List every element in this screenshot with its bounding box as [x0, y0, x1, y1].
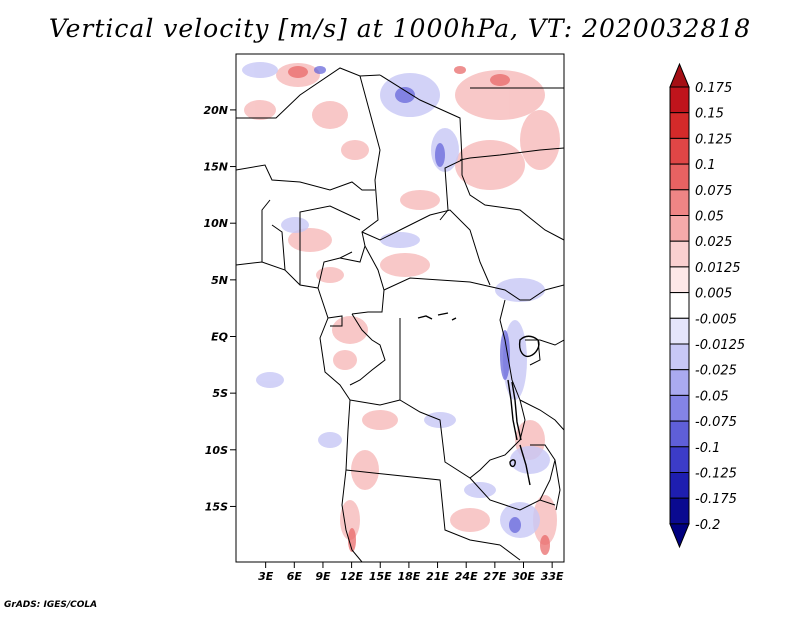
colorbar-swatch [669, 317, 690, 345]
colorbar-label: 0.075 [695, 184, 732, 199]
lon-label: 6E [287, 570, 303, 583]
map-title: Vertical velocity [m/s] at 1000hPa, VT: … [48, 14, 752, 43]
colorbar-label: 0.1 [695, 158, 716, 173]
lon-label: 3E [258, 570, 274, 583]
colorbar-label: -0.025 [695, 364, 737, 379]
plot-frame [235, 53, 565, 563]
velocity-field [236, 54, 564, 562]
colorbar-label: 0.125 [695, 132, 732, 147]
lat-label: 15S [205, 500, 228, 513]
colorbar-label: 0.005 [695, 287, 732, 302]
colorbar: 0.175 0.15 0.125 0.1 0.075 0.05 0.025 0.0125 0.0… [669, 62, 745, 549]
colorbar-swatch [669, 497, 690, 525]
colorbar-swatch [669, 420, 690, 448]
colorbar-label: -0.125 [695, 467, 737, 482]
colorbar-swatch [669, 266, 690, 294]
lat-label: 10S [205, 444, 228, 457]
country-borders [236, 67, 564, 562]
colorbar-swatch [669, 394, 690, 422]
colorbar-swatch [669, 292, 690, 319]
colorbar-swatch [669, 369, 690, 396]
lon-label: 9E [315, 570, 331, 583]
colorbar-swatch [669, 112, 690, 139]
colorbar-label: 0.0125 [695, 261, 741, 276]
colorbar-label: 0.175 [695, 81, 732, 96]
colorbar-label: -0.2 [695, 518, 720, 533]
colorbar-min-arrow [669, 523, 690, 549]
colorbar-label: 0.025 [695, 235, 732, 250]
colorbar-label: -0.05 [695, 389, 729, 404]
colorbar-swatch [669, 189, 690, 217]
lon-label: 15E [369, 570, 392, 583]
lat-label: 10N [203, 217, 228, 230]
colorbar-swatch [669, 240, 690, 268]
colorbar-swatch [669, 343, 690, 371]
colorbar-label: -0.1 [695, 441, 720, 456]
lon-label: 33E [541, 570, 564, 583]
colorbar-swatch [669, 472, 690, 499]
lon-label: 12E [340, 570, 363, 583]
colorbar-label: 0.15 [695, 107, 724, 122]
colorbar-swatch [669, 86, 690, 114]
colorbar-label: -0.075 [695, 415, 737, 430]
colorbar-swatch [669, 163, 690, 191]
lon-label: 30E [512, 570, 535, 583]
colorbar-swatch [669, 137, 690, 165]
colorbar-swatch [669, 446, 690, 473]
lat-label: 5S [212, 387, 228, 400]
lat-label: EQ [211, 331, 228, 344]
longitude-axis: 3E 6E 9E 12E 15E 18E 21E 24E 27E 30E 33E [258, 562, 564, 583]
lat-label: 20N [203, 104, 228, 117]
lon-label: 24E [455, 570, 478, 583]
lon-label: 27E [483, 570, 506, 583]
colorbar-label: 0.05 [695, 210, 724, 225]
latitude-axis: 20N 15N 10N 5N EQ 5S 10S 15S [203, 104, 236, 513]
grads-credit: GrADS: IGES/COLA [4, 600, 98, 610]
colorbar-label: -0.175 [695, 492, 737, 507]
colorbar-swatch [669, 215, 690, 242]
lon-label: 18E [397, 570, 420, 583]
lon-label: 21E [426, 570, 449, 583]
colorbar-label: -0.005 [695, 312, 737, 327]
lat-label: 5N [211, 274, 228, 287]
lat-label: 15N [203, 161, 228, 174]
lake-outlines [417, 312, 540, 486]
colorbar-label: -0.0125 [695, 338, 745, 353]
colorbar-max-arrow [669, 62, 690, 88]
